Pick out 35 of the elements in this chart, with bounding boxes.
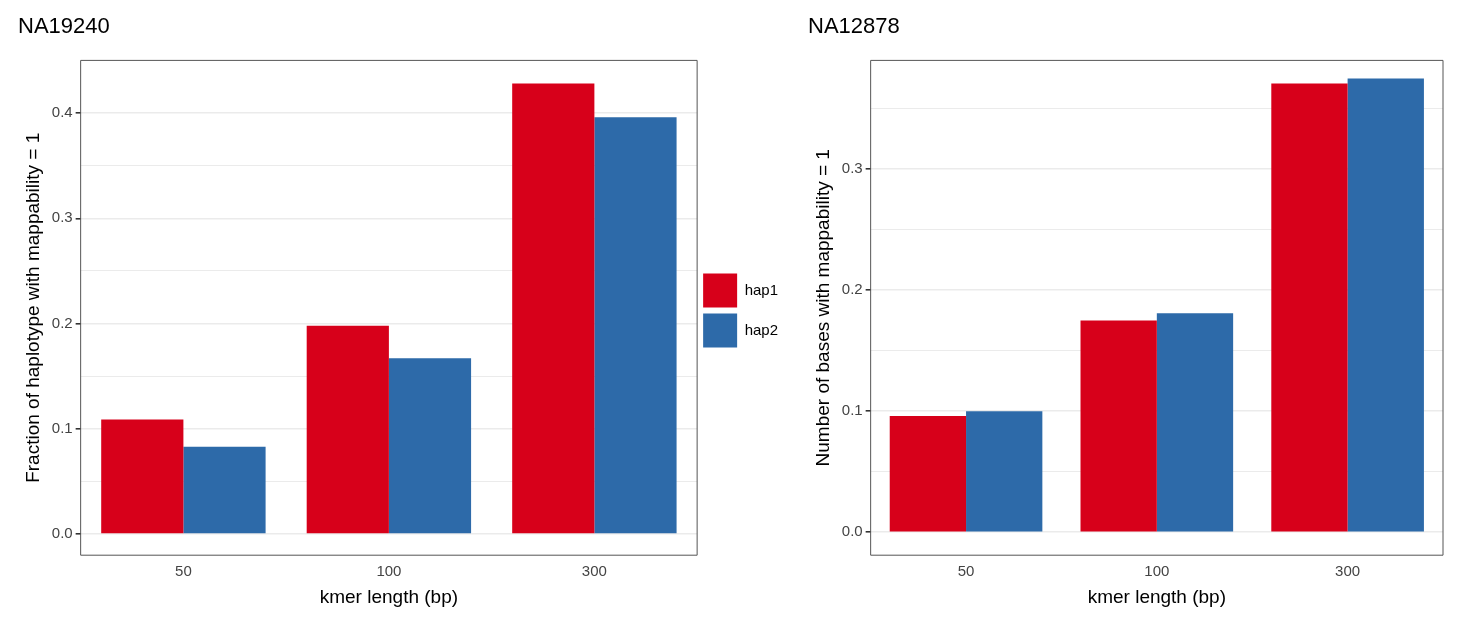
y-tick-label: 0.0 bbox=[51, 524, 73, 542]
x-tick-label: 100 bbox=[376, 562, 402, 580]
bar bbox=[1271, 83, 1348, 532]
bar bbox=[1080, 320, 1157, 532]
legend-label: hap2 bbox=[744, 320, 779, 338]
y-axis-title: Number of bases with mappability = 1 bbox=[811, 149, 833, 467]
y-tick-label: 0.1 bbox=[51, 419, 73, 437]
y-tick-label: 0.0 bbox=[841, 522, 863, 540]
y-axis-title: Fraction of haplotype with mappability = 1 bbox=[21, 132, 43, 483]
y-tick-label: 0.2 bbox=[841, 280, 863, 298]
x-tick-label: 50 bbox=[175, 562, 192, 580]
bar bbox=[306, 325, 389, 534]
chart-title: NA12878 bbox=[808, 13, 900, 39]
bar bbox=[388, 358, 472, 534]
chart-title: NA19240 bbox=[18, 13, 110, 39]
x-axis-title: kmer length (bp) bbox=[319, 585, 459, 607]
bar bbox=[512, 83, 595, 534]
y-tick-label: 0.1 bbox=[841, 401, 863, 419]
x-tick-label: 100 bbox=[1144, 562, 1170, 580]
bar bbox=[1347, 78, 1424, 532]
bar bbox=[966, 411, 1043, 532]
bar bbox=[101, 419, 184, 534]
x-tick-label: 50 bbox=[957, 562, 975, 580]
y-tick-label: 0.3 bbox=[51, 208, 73, 226]
x-axis-title: kmer length (bp) bbox=[1087, 585, 1226, 607]
x-tick-label: 300 bbox=[581, 562, 607, 580]
bar bbox=[183, 446, 266, 534]
bar bbox=[1156, 313, 1234, 532]
bar bbox=[594, 117, 677, 534]
legend-label: hap1 bbox=[744, 280, 779, 298]
x-tick-label: 300 bbox=[1335, 562, 1361, 580]
bar bbox=[889, 416, 967, 532]
y-tick-label: 0.2 bbox=[51, 313, 73, 331]
y-tick-label: 0.4 bbox=[51, 103, 73, 121]
y-tick-label: 0.3 bbox=[841, 159, 863, 177]
